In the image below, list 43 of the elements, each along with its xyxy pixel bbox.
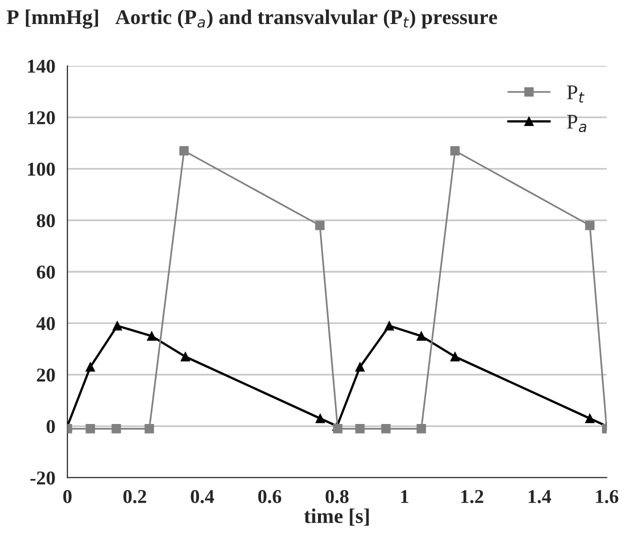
point	[585, 220, 595, 230]
x-tick-label: 1.4	[528, 490, 552, 504]
point	[450, 146, 460, 156]
point	[86, 362, 96, 372]
point	[112, 321, 122, 330]
chart-title: P [mmHg] Aortic (P$_{a}$) and transvalvular (P$_{t}$) pressure	[6, 10, 498, 29]
x-tick-label: 0.6	[258, 490, 282, 504]
y-tick-label: 80	[36, 214, 55, 228]
x-tick-label: 0.8	[326, 490, 349, 504]
y-tick-label: 60	[36, 266, 55, 279]
point	[146, 331, 156, 341]
point	[585, 414, 595, 424]
y-tick-label: 40	[36, 317, 55, 330]
y-tick-label: 140	[28, 60, 55, 73]
y-tick-label: 20	[36, 368, 55, 382]
point	[450, 352, 460, 362]
point	[384, 321, 394, 330]
point	[315, 220, 325, 230]
point	[333, 424, 342, 434]
point	[316, 414, 325, 424]
point	[416, 424, 426, 434]
point	[355, 362, 365, 372]
x-axis-title: time [s]	[304, 508, 369, 526]
point	[416, 331, 426, 341]
point	[179, 146, 189, 156]
x-tick-label: 1.2	[461, 490, 484, 504]
point	[86, 424, 96, 434]
point	[381, 424, 391, 434]
y-tick-label: 120	[28, 111, 55, 124]
x-tick-label: 0.4	[190, 490, 214, 504]
x-tick-label: 1.6	[596, 490, 618, 504]
y-tick-label: 0	[46, 420, 55, 434]
point	[180, 352, 190, 362]
y-tick-label: 100	[28, 162, 55, 176]
legend-label: P$_{t}$	[567, 85, 584, 103]
x-tick-label: 0	[63, 490, 72, 504]
x-tick-label: 0.2	[123, 490, 146, 504]
y-tick-label: -20	[30, 471, 55, 485]
point	[112, 424, 121, 434]
point	[144, 424, 154, 434]
legend-label: P$_{a}$	[567, 114, 586, 132]
x-tick-label: 1	[401, 490, 408, 503]
point	[355, 424, 365, 434]
